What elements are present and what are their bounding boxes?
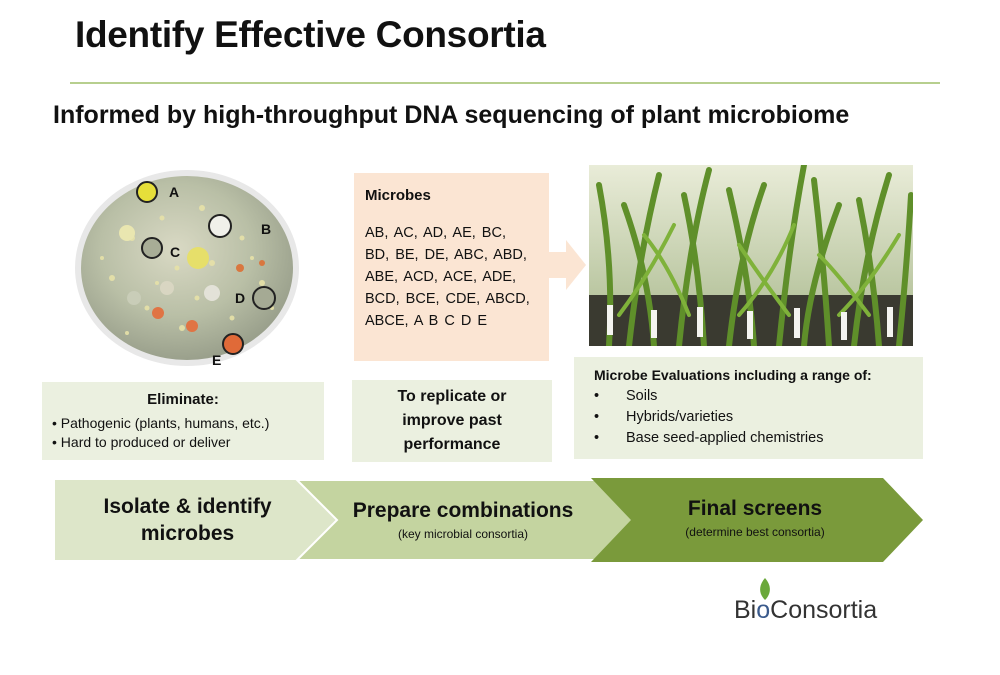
evaluation-item-text: Hybrids/varieties [626, 409, 734, 425]
eliminate-box: Eliminate: • Pathogenic (plants, humans,… [42, 382, 324, 460]
evaluation-item: • Base seed-applied chemistries [594, 430, 824, 446]
evaluation-item: • Soils [594, 388, 658, 404]
evaluations-heading: Microbe Evaluations including a range of… [594, 367, 872, 383]
step-prepare: Prepare combinations (key microbial cons… [318, 480, 608, 560]
evaluation-item: • Hybrids/varieties [594, 409, 734, 425]
corn-seedlings-image [589, 165, 913, 346]
chevron-step-1 [55, 480, 337, 560]
petri-label-d: D [235, 290, 246, 306]
petri-label-b: B [261, 221, 272, 237]
step-final: Final screens (determine best consortia) [610, 478, 900, 558]
colony-a-marker [136, 181, 158, 203]
petri-label-a: A [169, 184, 180, 200]
page-subtitle: Informed by high-throughput DNA sequenci… [53, 101, 850, 129]
step-prepare-title: Prepare combinations [352, 499, 574, 522]
petri-dish-image [75, 170, 299, 366]
bioconsortia-logo: Bi oConsortia [734, 578, 878, 625]
microbes-box: Microbes AB, AC, AD, AE, BC, BD, BE, DE,… [354, 173, 549, 361]
colony-c-marker [141, 237, 163, 259]
replicate-box: To replicate or improve past performance [352, 380, 552, 462]
evaluation-item-text: Soils [626, 388, 658, 404]
step-prepare-subtitle: (key microbial consortia) [397, 527, 529, 541]
step-final-subtitle: (determine best consortia) [685, 525, 825, 539]
logo-text-part: Bi [734, 596, 757, 624]
step-final-title: Final screens [687, 497, 823, 520]
process-chevrons [55, 478, 923, 562]
microbes-combination-line: BD, BE, DE, ABC, ABD, [365, 247, 527, 263]
logo-text-part: Consortia [770, 596, 878, 624]
logo-text-part: o [756, 596, 771, 624]
microbes-combination-line: AB, AC, AD, AE, BC, [365, 225, 506, 241]
eliminate-heading: Eliminate: [147, 391, 219, 408]
petri-label-e: E [212, 352, 222, 368]
colony-d-marker [252, 286, 276, 310]
petri-label-c: C [170, 244, 181, 260]
evaluation-item-text: Base seed-applied chemistries [626, 430, 824, 446]
eliminate-item: • Hard to produced or deliver [52, 434, 231, 450]
colony-b-marker [208, 214, 232, 238]
chevron-step-3 [591, 478, 923, 562]
right-arrow-icon [546, 240, 586, 290]
microbes-combination-line: BCD, BCE, CDE, ABCD, [365, 291, 530, 307]
microbes-combination-line: ABCE, A B C D E [365, 313, 488, 329]
microbes-heading: Microbes [365, 187, 431, 204]
leaf-drop-icon [760, 578, 771, 600]
eliminate-item: • Pathogenic (plants, humans, etc.) [52, 415, 270, 431]
step-isolate: Isolate & identify microbes [55, 480, 320, 560]
title-divider [70, 82, 940, 84]
eliminate-item-text: Pathogenic (plants, humans, etc.) [60, 415, 270, 431]
page-title: Identify Effective Consortia [75, 14, 546, 55]
eliminate-item-text: Hard to produced or deliver [60, 434, 231, 450]
evaluations-box: Microbe Evaluations including a range of… [574, 357, 923, 459]
step-isolate-title: Isolate & identify microbes [103, 495, 272, 545]
colony-e-marker [222, 333, 244, 355]
microbes-combination-line: ABE, ACD, ACE, ADE, [365, 269, 517, 285]
